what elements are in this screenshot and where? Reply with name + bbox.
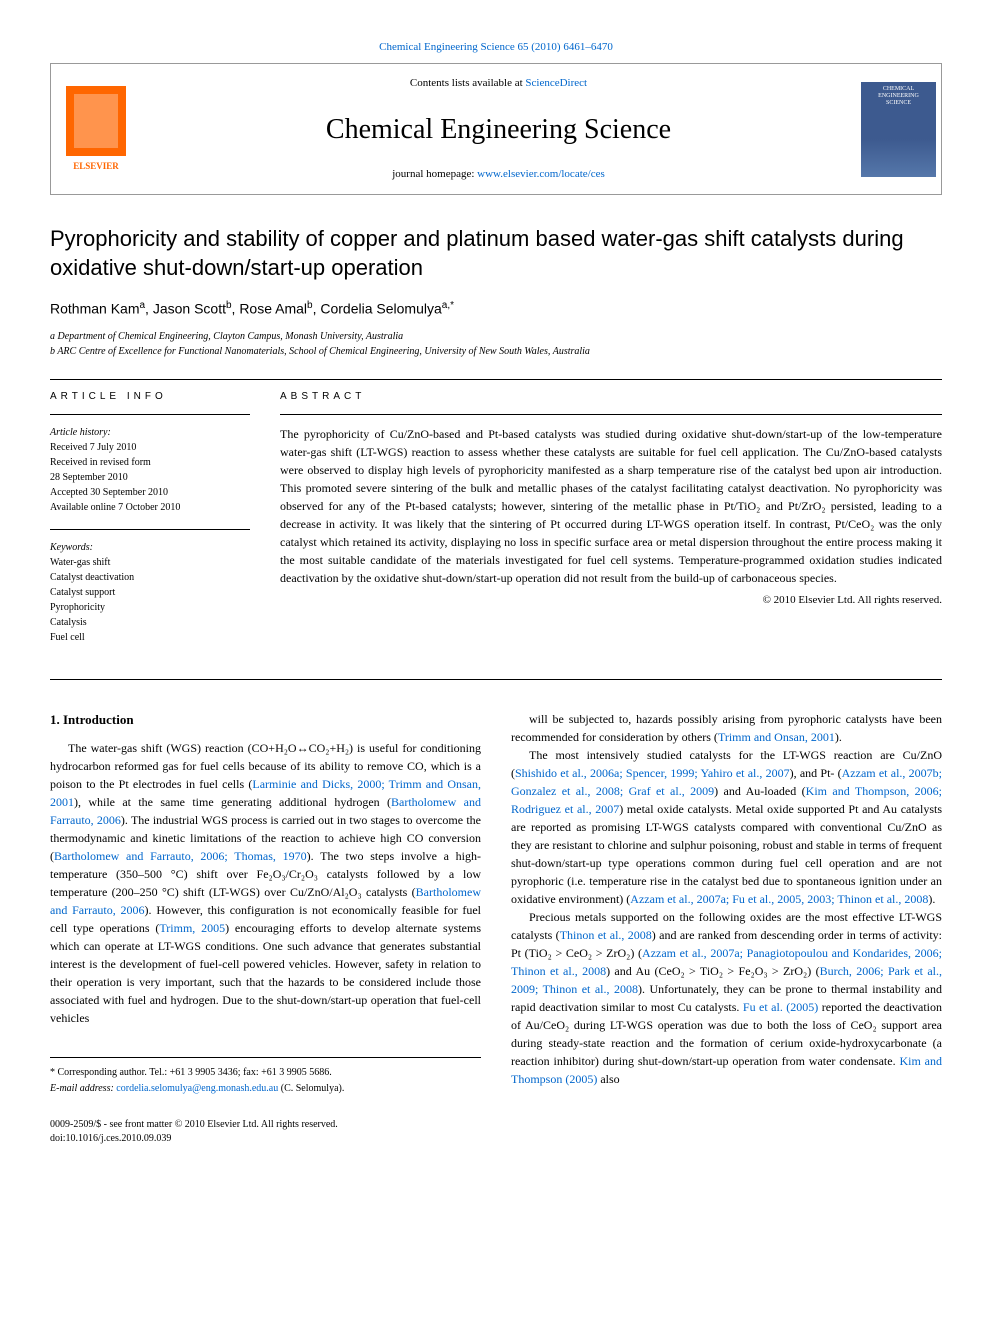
body-left-column: 1. Introduction The water-gas shift (WGS… [50, 710, 481, 1099]
keyword-line: Pyrophoricity [50, 600, 250, 615]
footer-issn-doi: 0009-2509/$ - see front matter © 2010 El… [50, 1118, 942, 1146]
journal-header-box: ELSEVIER Contents lists available at Sci… [50, 63, 942, 195]
article-info-column: ARTICLE INFO Article history: Received 7… [50, 390, 250, 659]
body-paragraph: Precious metals supported on the followi… [511, 908, 942, 1088]
keyword-line: Catalysis [50, 615, 250, 630]
body-columns: 1. Introduction The water-gas shift (WGS… [50, 710, 942, 1099]
authors-list: Rothman Kama, Jason Scottb, Rose Amalb, … [50, 299, 942, 319]
homepage-label: journal homepage: [392, 168, 474, 180]
keywords-label: Keywords: [50, 540, 250, 555]
corresponding-email-link[interactable]: cordelia.selomulya@eng.monash.edu.au [116, 1083, 278, 1094]
keyword-line: Fuel cell [50, 630, 250, 645]
homepage-link[interactable]: www.elsevier.com/locate/ces [477, 168, 605, 180]
affiliation-line: b ARC Centre of Excellence for Functiona… [50, 344, 942, 359]
publisher-name: ELSEVIER [73, 160, 119, 173]
body-paragraph: will be subjected to, hazards possibly a… [511, 710, 942, 746]
doi-line: doi:10.1016/j.ces.2010.09.039 [50, 1132, 942, 1146]
corresponding-author-note: * Corresponding author. Tel.: +61 3 9905… [50, 1066, 481, 1080]
sciencedirect-link[interactable]: ScienceDirect [525, 77, 587, 89]
affiliations: a Department of Chemical Engineering, Cl… [50, 329, 942, 359]
abstract-text: The pyrophoricity of Cu/ZnO-based and Pt… [280, 425, 942, 587]
abstract-column: ABSTRACT The pyrophoricity of Cu/ZnO-bas… [280, 390, 942, 659]
contents-label: Contents lists available at [410, 77, 523, 89]
homepage-line: journal homepage: www.elsevier.com/locat… [153, 167, 844, 182]
history-line: Received in revised form [50, 455, 250, 470]
keyword-line: Catalyst support [50, 585, 250, 600]
section-heading-intro: 1. Introduction [50, 710, 481, 730]
history-label: Article history: [50, 425, 250, 440]
history-line: Received 7 July 2010 [50, 440, 250, 455]
divider [50, 414, 250, 415]
divider [50, 529, 250, 530]
journal-cover: CHEMICAL ENGINEERING SCIENCE [856, 64, 941, 194]
email-suffix: (C. Selomulya). [281, 1083, 345, 1094]
abstract-heading: ABSTRACT [280, 390, 942, 404]
header-center: Contents lists available at ScienceDirec… [141, 64, 856, 194]
info-abstract-row: ARTICLE INFO Article history: Received 7… [50, 390, 942, 659]
body-paragraph: The water-gas shift (WGS) reaction (CO+H… [50, 739, 481, 1027]
abstract-copyright: © 2010 Elsevier Ltd. All rights reserved… [280, 593, 942, 608]
contents-line: Contents lists available at ScienceDirec… [153, 76, 844, 91]
affiliation-line: a Department of Chemical Engineering, Cl… [50, 329, 942, 344]
keyword-line: Water-gas shift [50, 555, 250, 570]
cover-title-text: CHEMICAL ENGINEERING SCIENCE [865, 86, 932, 108]
email-line: E-mail address: cordelia.selomulya@eng.m… [50, 1082, 481, 1096]
article-history-block: Article history: Received 7 July 2010Rec… [50, 425, 250, 515]
cover-thumbnail: CHEMICAL ENGINEERING SCIENCE [861, 82, 936, 177]
divider [50, 679, 942, 680]
footer-block: * Corresponding author. Tel.: +61 3 9905… [50, 1057, 481, 1096]
divider [50, 379, 942, 380]
divider [280, 414, 942, 415]
publisher-logo: ELSEVIER [51, 64, 141, 194]
article-title: Pyrophoricity and stability of copper an… [50, 225, 942, 282]
citation-link[interactable]: Chemical Engineering Science 65 (2010) 6… [379, 41, 613, 53]
email-label: E-mail address: [50, 1083, 114, 1094]
issn-line: 0009-2509/$ - see front matter © 2010 El… [50, 1118, 942, 1132]
article-info-heading: ARTICLE INFO [50, 390, 250, 404]
elsevier-tree-icon [66, 86, 126, 156]
journal-name: Chemical Engineering Science [153, 110, 844, 149]
keywords-block: Keywords: Water-gas shiftCatalyst deacti… [50, 540, 250, 645]
body-right-column: will be subjected to, hazards possibly a… [511, 710, 942, 1099]
body-paragraph: The most intensively studied catalysts f… [511, 746, 942, 908]
history-line: 28 September 2010 [50, 470, 250, 485]
history-line: Available online 7 October 2010 [50, 500, 250, 515]
history-line: Accepted 30 September 2010 [50, 485, 250, 500]
citation-header: Chemical Engineering Science 65 (2010) 6… [50, 40, 942, 55]
keyword-line: Catalyst deactivation [50, 570, 250, 585]
